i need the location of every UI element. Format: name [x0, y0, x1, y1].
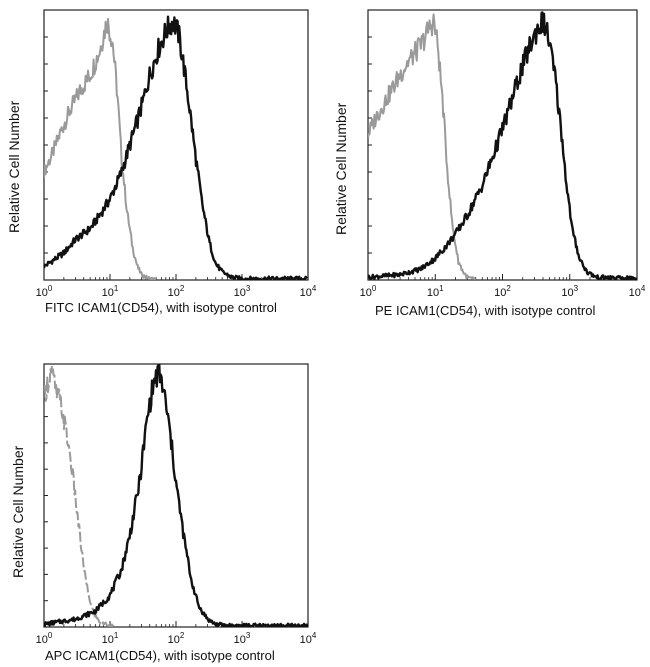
x-tick-label: 101: [426, 284, 444, 299]
y-axis-label: Relative Cell Number: [333, 102, 349, 235]
chart-apc-icam1: Relative Cell Number APC ICAM1(CD54), wi…: [0, 340, 325, 667]
x-tick-label: 104: [299, 631, 317, 646]
chart-pe-icam1: Relative Cell Number PE ICAM1(CD54), wit…: [325, 0, 650, 330]
x-axis-label: FITC ICAM1(CD54), with isotype control: [45, 300, 277, 315]
x-axis-label: APC ICAM1(CD54), with isotype control: [45, 648, 275, 663]
x-axis-label: PE ICAM1(CD54), with isotype control: [375, 303, 596, 318]
chart-plot-area: [43, 9, 309, 281]
x-tick-label: 101: [101, 631, 119, 646]
x-tick-label: 103: [561, 284, 579, 299]
x-tick-label: 102: [494, 284, 511, 299]
x-tick-label: 102: [167, 284, 185, 299]
chart-plot-area: [43, 363, 309, 628]
x-tick-label: 100: [35, 284, 53, 299]
x-tick-label: 100: [35, 631, 53, 646]
icam1-histogram: [44, 15, 308, 280]
y-axis-label: Relative Cell Number: [10, 445, 26, 578]
plot-frame: [43, 9, 309, 281]
isotype-control-histogram: [44, 364, 117, 627]
y-axis-label: Relative Cell Number: [6, 100, 22, 233]
plot-frame: [43, 363, 309, 628]
chart-plot-area: [367, 9, 638, 281]
x-tick-label: 101: [101, 284, 119, 299]
x-tick-label: 104: [628, 284, 646, 299]
plot-frame: [367, 9, 638, 281]
isotype-control-histogram: [44, 17, 157, 280]
chart-fitc-icam1: Relative Cell Number FITC ICAM1(CD54), w…: [0, 0, 325, 330]
x-tick-label: 103: [233, 631, 251, 646]
x-tick-label: 102: [167, 631, 185, 646]
x-tick-label: 104: [299, 284, 317, 299]
icam1-histogram: [368, 11, 637, 280]
icam1-histogram: [44, 364, 308, 627]
x-tick-label: 100: [359, 284, 377, 299]
isotype-control-histogram: [368, 13, 477, 280]
x-tick-label: 103: [233, 284, 251, 299]
